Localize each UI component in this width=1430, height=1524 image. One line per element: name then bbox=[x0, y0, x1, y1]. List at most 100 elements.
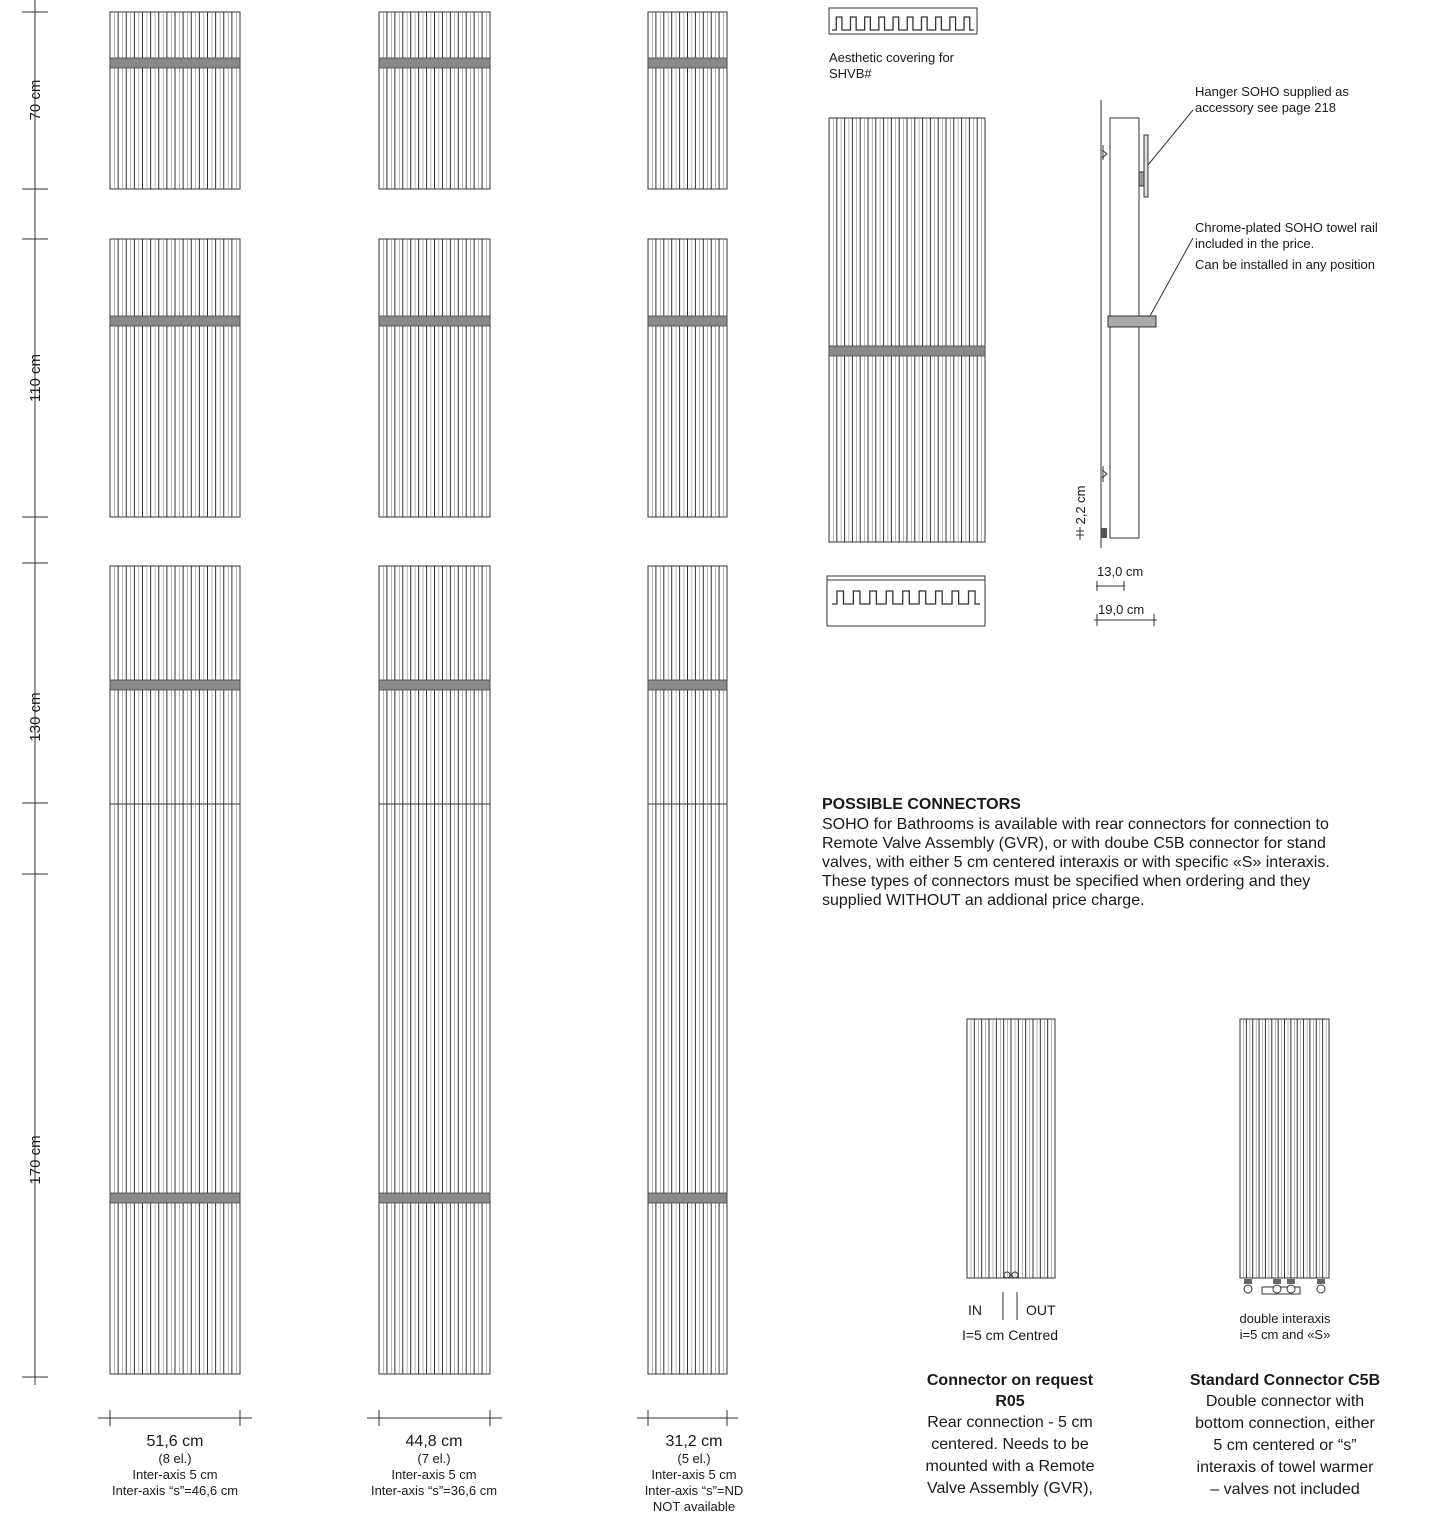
height-dimension-ticks bbox=[22, 11, 48, 1378]
towel-rail-bar bbox=[828, 345, 986, 357]
hanger-label-line2: accessory see page 218 bbox=[1195, 100, 1336, 115]
towel-rail-bar bbox=[647, 1192, 728, 1204]
towel-rail-bar bbox=[378, 57, 491, 69]
width-size: 31,2 cm bbox=[665, 1433, 723, 1450]
width-dimension-1 bbox=[98, 1410, 252, 1426]
c5b-valve-port bbox=[1243, 1284, 1253, 1294]
r05-in-label: IN bbox=[968, 1302, 982, 1318]
covering-label-line2: SHVB# bbox=[829, 66, 872, 81]
c5b-title: Standard Connector C5B bbox=[1189, 1372, 1381, 1389]
c5b-desc-line2: bottom connection, either bbox=[1195, 1415, 1375, 1432]
connectors-line-4: These types of connectors must be specif… bbox=[822, 873, 1311, 890]
towel-rail-bar bbox=[378, 679, 491, 691]
width-caption-51: 51,6 cm (8 el.) Inter-axis 5 cm Inter-ax… bbox=[75, 1433, 275, 1499]
radiator-r0-c0 bbox=[109, 11, 241, 190]
r05-radiator bbox=[966, 1018, 1056, 1279]
connectors-description: SOHO for Bathrooms is available with rea… bbox=[822, 815, 1428, 910]
width-interaxis-s: Inter-axis “s”=ND bbox=[644, 1483, 744, 1498]
c5b-valve-nut bbox=[1244, 1279, 1252, 1284]
height-label-130: 130 cm bbox=[27, 692, 44, 741]
c5b-spacing-line2: i=5 cm and «S» bbox=[1240, 1327, 1331, 1342]
r05-title-line1: Connector on request bbox=[926, 1372, 1094, 1389]
radiator-r3-c1 bbox=[378, 803, 491, 1375]
width-dimension-2 bbox=[367, 1410, 502, 1426]
width-interaxis: Inter-axis 5 cm bbox=[651, 1467, 737, 1482]
c5b-desc-line5: – valves not included bbox=[1210, 1481, 1360, 1498]
height-label-110: 110 cm bbox=[27, 354, 44, 402]
r05-desc-line1: Rear connection - 5 cm bbox=[927, 1414, 1093, 1431]
radiator-r3-c2 bbox=[647, 803, 728, 1375]
radiator-r0-c1 bbox=[378, 11, 491, 190]
radiator-grid bbox=[109, 11, 728, 1375]
r05-title-line2: R05 bbox=[995, 1393, 1025, 1410]
front-radiator bbox=[828, 117, 986, 543]
c5b-valve-port bbox=[1316, 1284, 1326, 1294]
towel-rail-bar bbox=[109, 57, 241, 69]
towel-rail-bar bbox=[647, 315, 728, 327]
c5b-desc-line4: interaxis of towel warmer bbox=[1196, 1459, 1374, 1476]
towel-rail-bar bbox=[109, 1192, 241, 1204]
covering-bottom-profile bbox=[826, 575, 986, 627]
width-size: 44,8 cm bbox=[405, 1433, 463, 1450]
side-connector bbox=[1101, 528, 1107, 538]
c5b-radiator bbox=[1239, 1018, 1330, 1279]
width-elements: (8 el.) bbox=[158, 1451, 192, 1466]
towel-rail-bar bbox=[378, 315, 491, 327]
c5b-connector-drawing bbox=[1239, 1018, 1330, 1295]
r05-desc-line4: Valve Assembly (GVR), bbox=[927, 1480, 1093, 1497]
width-note: NOT available bbox=[652, 1499, 736, 1514]
connectors-heading: POSSIBLE CONNECTORS bbox=[822, 796, 1021, 813]
connectors-line-2: Remote Valve Assembly (GVR), or with dou… bbox=[822, 835, 1326, 852]
r05-out-label: OUT bbox=[1026, 1302, 1056, 1318]
c5b-desc-line1: Double connector with bbox=[1205, 1393, 1365, 1410]
side-view-radiator bbox=[1076, 100, 1194, 626]
width-interaxis: Inter-axis 5 cm bbox=[391, 1467, 477, 1482]
height-label-170: 170 cm bbox=[27, 1135, 44, 1184]
towel-rail-bar bbox=[647, 57, 728, 69]
radiator-r1-c1 bbox=[378, 238, 491, 518]
rail-label-line1: Chrome-plated SOHO towel rail bbox=[1195, 220, 1378, 235]
covering-top-profile bbox=[828, 7, 978, 35]
r05-caption: Connector on request R05 Rear connection… bbox=[880, 1370, 1140, 1500]
width-caption-31: 31,2 cm (5 el.) Inter-axis 5 cm Inter-ax… bbox=[594, 1433, 794, 1515]
width-caption-44: 44,8 cm (7 el.) Inter-axis 5 cm Inter-ax… bbox=[334, 1433, 534, 1499]
c5b-valve-port bbox=[1286, 1284, 1296, 1294]
r05-port-in bbox=[1003, 1271, 1011, 1279]
c5b-valve-nut bbox=[1287, 1279, 1295, 1284]
wall-gap-label: 2,2 cm bbox=[1073, 485, 1088, 524]
r05-desc-line2: centered. Needs to be bbox=[931, 1436, 1089, 1453]
radiator-r0-c2 bbox=[647, 11, 728, 190]
towel-rail-side bbox=[1107, 315, 1157, 328]
width-interaxis-s: Inter-axis “s”=36,6 cm bbox=[370, 1483, 498, 1498]
width-size: 51,6 cm bbox=[146, 1433, 204, 1450]
r05-spacing-label: I=5 cm Centred bbox=[962, 1327, 1058, 1343]
connectors-line-5: supplied WITHOUT an addional price charg… bbox=[822, 892, 1145, 909]
towel-rail-bar bbox=[647, 679, 728, 691]
radiator-r3-c0 bbox=[109, 803, 241, 1375]
covering-label-line1: Aesthetic covering for bbox=[829, 50, 955, 65]
c5b-spacing-line1: double interaxis bbox=[1239, 1311, 1331, 1326]
rail-label-line3: Can be installed in any position bbox=[1195, 257, 1375, 272]
depth-label-13: 13,0 cm bbox=[1097, 564, 1143, 579]
c5b-valve-nut bbox=[1273, 1279, 1281, 1284]
width-interaxis-s: Inter-axis “s”=46,6 cm bbox=[111, 1483, 239, 1498]
connectors-line-1: SOHO for Bathrooms is available with rea… bbox=[822, 816, 1329, 833]
radiator-r1-c0 bbox=[109, 238, 241, 518]
width-elements: (5 el.) bbox=[677, 1451, 711, 1466]
c5b-valve-nut bbox=[1317, 1279, 1325, 1284]
radiator-r1-c2 bbox=[647, 238, 728, 518]
width-elements: (7 el.) bbox=[417, 1451, 451, 1466]
width-dimension-3 bbox=[637, 1410, 738, 1426]
hanger-hook bbox=[1143, 134, 1149, 198]
c5b-caption: Standard Connector C5B Double connector … bbox=[1160, 1370, 1410, 1501]
height-label-70: 70 cm bbox=[27, 80, 44, 121]
r05-desc-line3: mounted with a Remote bbox=[925, 1458, 1095, 1475]
r05-port-out bbox=[1011, 1271, 1019, 1279]
connectors-line-3: valves, with either 5 cm centered intera… bbox=[822, 854, 1330, 871]
rail-label-line2: included in the price. bbox=[1195, 236, 1314, 251]
depth-label-19: 19,0 cm bbox=[1098, 602, 1144, 617]
c5b-valve-port bbox=[1272, 1284, 1282, 1294]
r05-connector-drawing bbox=[966, 1018, 1056, 1279]
hanger-label-line1: Hanger SOHO supplied as bbox=[1195, 84, 1349, 99]
width-interaxis: Inter-axis 5 cm bbox=[132, 1467, 218, 1482]
